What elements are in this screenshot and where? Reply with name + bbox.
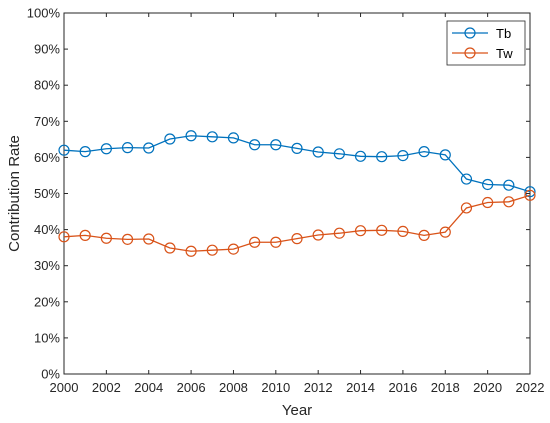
- data-point: [143, 142, 155, 154]
- data-point: [100, 232, 112, 244]
- data-point: [249, 236, 261, 248]
- data-point: [79, 229, 91, 241]
- data-point: [482, 196, 494, 209]
- data-point: [249, 139, 261, 151]
- x-axis-title: Year: [282, 402, 312, 419]
- data-point: [312, 146, 324, 158]
- data-point: [418, 229, 430, 241]
- data-point: [418, 146, 430, 158]
- series-tw: [58, 189, 536, 257]
- y-tick-label: 10%: [34, 330, 60, 345]
- x-tick-label: 2014: [346, 380, 375, 395]
- data-point: [143, 233, 155, 245]
- data-point: [439, 226, 451, 238]
- data-point: [291, 142, 303, 154]
- y-tick-label: 80%: [34, 78, 60, 93]
- y-tick-label: 100%: [27, 6, 61, 21]
- series-line: [63, 135, 531, 193]
- legend-item-tb: Tb: [452, 26, 511, 41]
- y-tick-label: 50%: [34, 186, 60, 201]
- y-tick-label: 30%: [34, 258, 60, 273]
- y-tick-label: 90%: [34, 42, 60, 57]
- x-tick-label: 2016: [388, 380, 417, 395]
- plot-area: [63, 12, 531, 375]
- data-point: [164, 242, 176, 254]
- data-point: [206, 131, 218, 143]
- data-point: [503, 179, 515, 191]
- x-tick-label: 2012: [304, 380, 333, 395]
- x-tick-label: 2004: [134, 380, 163, 395]
- legend-marker: [464, 47, 476, 59]
- data-point: [58, 231, 70, 243]
- data-point: [397, 225, 409, 238]
- data-point: [270, 139, 282, 151]
- y-tick-label: 40%: [34, 222, 60, 237]
- data-point: [270, 236, 282, 248]
- series-tb: [58, 130, 536, 198]
- legend-label: Tb: [496, 26, 511, 41]
- data-point: [460, 202, 473, 214]
- x-tick-label: 2010: [261, 380, 290, 395]
- legend-item-tw: Tw: [452, 46, 513, 61]
- y-axis-title: Contribution Rate: [6, 135, 23, 252]
- data-point: [312, 229, 324, 241]
- data-point: [460, 173, 473, 185]
- data-point: [524, 186, 536, 198]
- data-point: [185, 245, 197, 257]
- data-point: [58, 144, 70, 156]
- data-point: [121, 233, 134, 245]
- data-point: [333, 227, 345, 239]
- data-point: [185, 130, 197, 142]
- series-layer: [58, 130, 536, 257]
- x-tick-label: 2006: [177, 380, 206, 395]
- data-point: [354, 150, 367, 162]
- x-tick-label: 2018: [431, 380, 460, 395]
- y-tick-label: 0%: [41, 367, 60, 382]
- legend-box: [446, 20, 526, 66]
- data-point: [227, 243, 240, 255]
- data-point: [376, 224, 388, 236]
- data-point: [291, 233, 303, 245]
- series-line: [63, 194, 531, 252]
- legend-marker: [464, 27, 476, 39]
- y-axis: 0% 10% 20% 30% 40% 50% 60% 70% 80% 90% 100%: [27, 6, 530, 382]
- x-tick-label: 2022: [516, 380, 545, 395]
- y-tick-label: 20%: [34, 294, 60, 309]
- data-point: [376, 151, 388, 163]
- data-point: [503, 196, 515, 208]
- data-point: [524, 189, 536, 201]
- x-tick-label: 2008: [219, 380, 248, 395]
- data-point: [333, 148, 345, 160]
- x-tick-label: 2020: [473, 380, 502, 395]
- data-point: [79, 146, 91, 158]
- data-point: [100, 143, 112, 155]
- legend: Tb Tw: [446, 20, 526, 66]
- data-point: [227, 132, 240, 144]
- y-tick-label: 60%: [34, 150, 60, 165]
- data-point: [206, 244, 218, 256]
- x-tick-label: 2000: [50, 380, 79, 395]
- data-point: [354, 225, 367, 237]
- data-point: [164, 133, 176, 145]
- legend-label: Tw: [496, 46, 513, 61]
- data-point: [397, 149, 409, 162]
- x-axis: 2000 2002 2004 2006 2008 2010 2012 2014 2016 2018…: [50, 13, 545, 395]
- data-point: [482, 178, 494, 191]
- x-tick-label: 2002: [92, 380, 121, 395]
- y-tick-label: 70%: [34, 114, 60, 129]
- data-point: [439, 149, 451, 161]
- data-point: [121, 142, 134, 154]
